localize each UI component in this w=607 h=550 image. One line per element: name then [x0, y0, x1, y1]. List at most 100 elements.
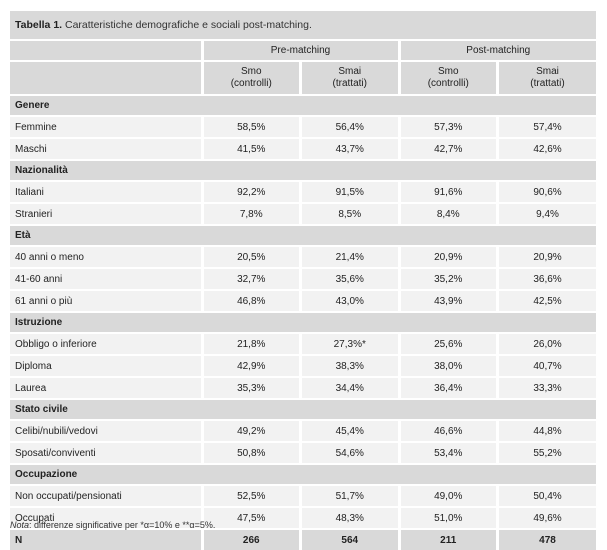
table-number: Tabella 1. [15, 19, 63, 31]
value-cell: 35,2% [397, 267, 498, 290]
value-cell: 49,6% [496, 506, 597, 529]
section-header-row: Istruzione [10, 311, 597, 333]
table-row: Sposati/conviventi 50,8% 54,6% 53,4% 55,2% [10, 441, 597, 464]
section-header-row: Età [10, 224, 597, 246]
value-cell: 25,6% [397, 332, 498, 355]
row-label: Laurea [10, 376, 202, 399]
value-cell: 8,4% [397, 202, 498, 225]
row-label: 40 anni o meno [10, 245, 202, 268]
table-row: 40 anni o meno 20,5% 21,4% 20,9% 20,9% [10, 245, 597, 268]
value-cell: 43,0% [299, 289, 399, 312]
header-col-2-sub: (trattati) [332, 78, 367, 89]
table-row: Italiani 92,2% 91,5% 91,6% 90,6% [10, 180, 597, 203]
row-label: 61 anni o più [10, 289, 202, 312]
table-row: Diploma 42,9% 38,3% 38,0% 40,7% [10, 354, 597, 377]
value-cell: 27,3%* [299, 332, 399, 355]
table-note: Nota: differenze significative per *α=10… [10, 520, 215, 530]
value-cell: 42,6% [496, 137, 597, 160]
value-cell: 57,3% [397, 115, 498, 138]
table-row: Stranieri 7,8% 8,5% 8,4% 9,4% [10, 202, 597, 225]
table-row: Laurea 35,3% 34,4% 36,4% 33,3% [10, 376, 597, 399]
value-cell: 35,3% [200, 376, 301, 399]
value-cell: 56,4% [299, 115, 399, 138]
section-title: Occupazione [10, 463, 597, 485]
value-cell: 46,6% [397, 419, 498, 442]
value-cell: 26,0% [496, 332, 597, 355]
demographics-table: Pre-matching Post-matching Smo (controll… [10, 39, 597, 550]
row-label: Occupati [10, 506, 202, 529]
row-label: Stranieri [10, 202, 202, 225]
table-title: Tabella 1. Caratteristiche demografiche … [10, 11, 596, 39]
section-title: Stato civile [10, 398, 597, 420]
header-col-1: Smo (controlli) [200, 60, 301, 95]
value-cell: 47,5% [200, 506, 301, 529]
value-cell: 91,6% [397, 180, 498, 203]
header-col-4-name: Smai [536, 66, 559, 77]
value-cell: 45,4% [299, 419, 399, 442]
value-cell: 44,8% [496, 419, 597, 442]
table-row: 41-60 anni 32,7% 35,6% 35,2% 36,6% [10, 267, 597, 290]
value-cell: 38,3% [299, 354, 399, 377]
sample-size-cell: 564 [299, 528, 399, 550]
value-cell: 36,6% [496, 267, 597, 290]
value-cell: 36,4% [397, 376, 498, 399]
value-cell: 9,4% [496, 202, 597, 225]
row-label: Maschi [10, 137, 202, 160]
section-title: Età [10, 224, 597, 246]
value-cell: 8,5% [299, 202, 399, 225]
table-container: Tabella 1. Caratteristiche demografiche … [10, 11, 597, 550]
value-cell: 42,5% [496, 289, 597, 312]
table-row: Occupati 47,5% 48,3% 51,0% 49,6% [10, 506, 597, 529]
value-cell: 33,3% [496, 376, 597, 399]
header-group-pre: Pre-matching [200, 39, 399, 61]
value-cell: 35,6% [299, 267, 399, 290]
header-empty-cell [10, 60, 202, 95]
value-cell: 54,6% [299, 441, 399, 464]
value-cell: 52,5% [200, 484, 301, 507]
row-label: Femmine [10, 115, 202, 138]
header-col-1-name: Smo [240, 66, 262, 77]
header-empty-cell [10, 39, 202, 61]
value-cell: 43,9% [397, 289, 498, 312]
value-cell: 21,8% [200, 332, 301, 355]
header-col-4: Smai (trattati) [496, 60, 597, 95]
sample-size-row: N 266 564 211 478 [10, 528, 597, 550]
value-cell: 50,8% [200, 441, 301, 464]
table-row: Obbligo o inferiore 21,8% 27,3%* 25,6% 26,0% [10, 332, 597, 355]
header-col-2-name: Smai [338, 66, 362, 77]
row-label: Diploma [10, 354, 202, 377]
sample-size-cell: 478 [496, 528, 597, 550]
sample-size-cell: 266 [200, 528, 301, 550]
table-row: Maschi 41,5% 43,7% 42,7% 42,6% [10, 137, 597, 160]
value-cell: 92,2% [200, 180, 301, 203]
row-label: Celibi/nubili/vedovi [10, 419, 202, 442]
value-cell: 51,0% [397, 506, 498, 529]
row-label: Sposati/conviventi [10, 441, 202, 464]
row-label: N [10, 528, 202, 550]
table-caption: Caratteristiche demografiche e sociali p… [65, 19, 312, 31]
note-text: : differenze significative per *α=10% e … [29, 520, 216, 530]
table-row: Femmine 58,5% 56,4% 57,3% 57,4% [10, 115, 597, 138]
value-cell: 49,0% [397, 484, 498, 507]
note-prefix: Nota [10, 520, 30, 530]
value-cell: 42,9% [200, 354, 301, 377]
value-cell: 20,5% [200, 245, 301, 268]
value-cell: 53,4% [397, 441, 498, 464]
row-label: Non occupati/pensionati [10, 484, 202, 507]
value-cell: 57,4% [496, 115, 597, 138]
value-cell: 48,3% [299, 506, 399, 529]
section-title: Istruzione [10, 311, 597, 333]
header-col-3: Smo (controlli) [397, 60, 498, 95]
value-cell: 40,7% [496, 354, 597, 377]
value-cell: 32,7% [200, 267, 301, 290]
header-col-3-name: Smo [437, 66, 459, 77]
section-title: Genere [10, 94, 597, 116]
section-header-row: Stato civile [10, 398, 597, 420]
value-cell: 34,4% [299, 376, 399, 399]
value-cell: 20,9% [496, 245, 597, 268]
value-cell: 90,6% [496, 180, 597, 203]
value-cell: 20,9% [397, 245, 498, 268]
section-header-row: Genere [10, 94, 597, 116]
header-group-row: Pre-matching Post-matching [10, 39, 597, 61]
value-cell: 7,8% [200, 202, 301, 225]
